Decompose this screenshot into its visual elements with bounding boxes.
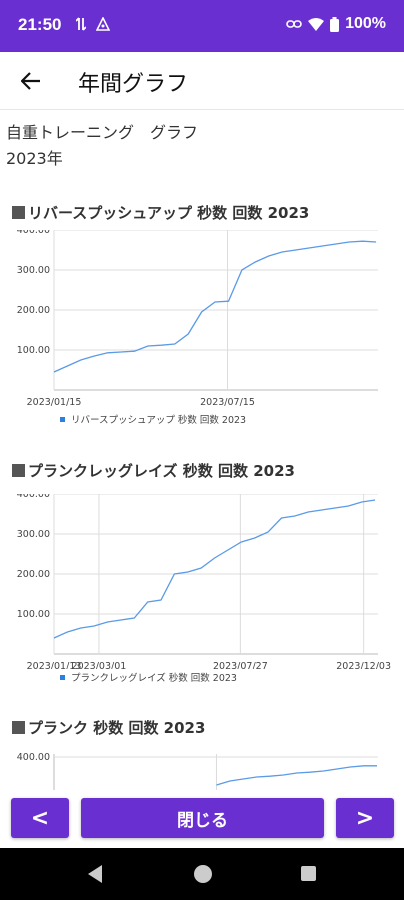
chart-2-legend-label: プランクレッグレイズ 秒数 回数 2023 <box>71 673 237 684</box>
chart-1-legend-label: リバースプッシュアップ 秒数 回数 2023 <box>71 415 247 426</box>
status-bar: 21:50 100% <box>0 0 404 52</box>
chart-1-legend: リバースプッシュアップ 秒数 回数 2023 <box>60 412 246 426</box>
app-bar: 年間グラフ <box>0 52 404 110</box>
chart-2-title-marker <box>12 464 25 477</box>
y-tick-label: 200.00 <box>17 569 50 580</box>
chart-2-title-text: プランクレッグレイズ 秒数 回数 2023 <box>28 462 295 480</box>
chart-1-legend-marker <box>60 416 65 422</box>
next-button[interactable]: > <box>336 798 394 838</box>
header-title: 自重トレーニング グラフ <box>6 123 199 142</box>
arrow-left-icon <box>21 72 40 90</box>
y-tick-label: 300.00 <box>17 265 50 276</box>
data-arrows-icon <box>76 17 86 31</box>
x-tick-label: 2023/01/13 <box>27 661 82 669</box>
chart-2-legend-marker <box>60 674 65 680</box>
chart-2-title: プランクレッグレイズ 秒数 回数 2023 <box>12 460 295 481</box>
x-tick-label: 2023/07/15 <box>200 397 255 408</box>
chart-3-title-marker <box>12 721 25 734</box>
wifi-icon <box>308 17 325 31</box>
battery-icon <box>330 16 340 32</box>
status-right: 100% <box>286 15 386 33</box>
close-button[interactable]: 閉じる <box>81 798 324 838</box>
back-button[interactable] <box>14 64 48 98</box>
chart-3-title-text: プランク 秒数 回数 2023 <box>28 719 206 737</box>
page-title: 年間グラフ <box>78 72 189 97</box>
y-tick-label: 400.00 <box>17 230 50 236</box>
status-time: 21:50 <box>18 15 62 34</box>
bottom-button-bar: < 閉じる > <box>0 790 404 848</box>
link-icon <box>286 20 302 28</box>
prev-button[interactable]: < <box>11 798 69 838</box>
warning-triangle-icon <box>96 17 110 31</box>
y-tick-label: 300.00 <box>17 529 50 540</box>
nav-recents-icon[interactable] <box>301 866 316 881</box>
chart-1-title-text: リバースプッシュアップ 秒数 回数 2023 <box>28 204 310 222</box>
notification-icons <box>76 17 110 31</box>
x-tick-label: 2023/01/15 <box>27 397 82 408</box>
nav-home-icon[interactable] <box>194 865 212 883</box>
x-tick-label: 2023/12/03 <box>336 661 391 669</box>
chart-scroll-area[interactable]: 自重トレーニング グラフ 2023年 リバースプッシュアップ 秒数 回数 202… <box>0 110 404 790</box>
header-year: 2023年 <box>6 149 63 168</box>
battery-percent: 100% <box>345 15 386 32</box>
y-tick-label: 400.00 <box>17 752 50 763</box>
y-tick-label: 100.00 <box>17 345 50 356</box>
y-tick-label: 100.00 <box>17 609 50 620</box>
chart-1-title: リバースプッシュアップ 秒数 回数 2023 <box>12 202 309 223</box>
page-header: 自重トレーニング グラフ 2023年 <box>6 120 198 172</box>
series-line <box>216 765 377 786</box>
x-tick-label: 2023/07/27 <box>213 661 268 669</box>
chart-3-title: プランク 秒数 回数 2023 <box>12 717 205 738</box>
chart-1-title-marker <box>12 206 25 219</box>
series-line <box>53 499 376 639</box>
nav-back-icon[interactable] <box>86 864 104 884</box>
y-tick-label: 200.00 <box>17 305 50 316</box>
y-tick-label: 400.00 <box>17 494 50 500</box>
chart-1: 100.00 200.00 300.00 400.00 2023/01/15 2023/0… <box>17 230 378 408</box>
chart-3: 400.00 <box>17 752 378 790</box>
series-line <box>53 240 377 373</box>
x-tick-label: 2023/03/01 <box>72 661 127 669</box>
chart-2-legend: プランクレッグレイズ 秒数 回数 2023 <box>60 670 237 684</box>
chart-2: 100.00200.00300.00400.002023/01/132023/0… <box>17 494 391 669</box>
system-nav-bar <box>0 848 404 900</box>
